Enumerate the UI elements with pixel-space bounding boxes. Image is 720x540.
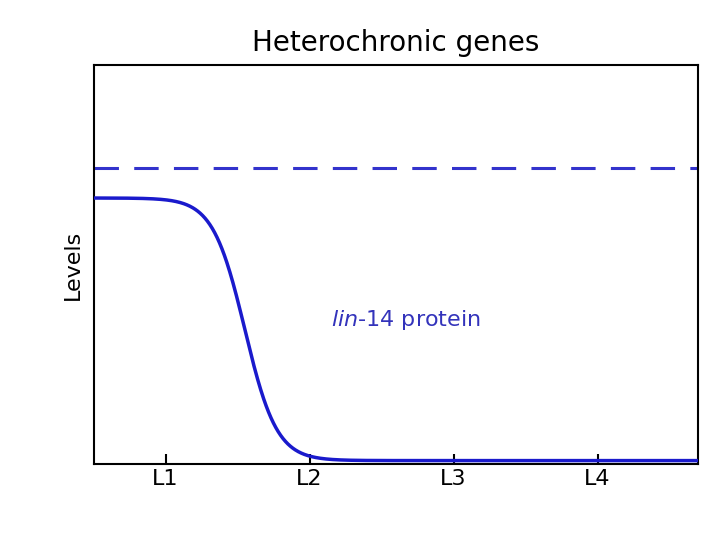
- Y-axis label: Levels: Levels: [63, 230, 83, 300]
- Title: Heterochronic genes: Heterochronic genes: [252, 29, 540, 57]
- Text: $\mathit{lin}$-$\mathit{14}$ protein: $\mathit{lin}$-$\mathit{14}$ protein: [331, 308, 481, 332]
